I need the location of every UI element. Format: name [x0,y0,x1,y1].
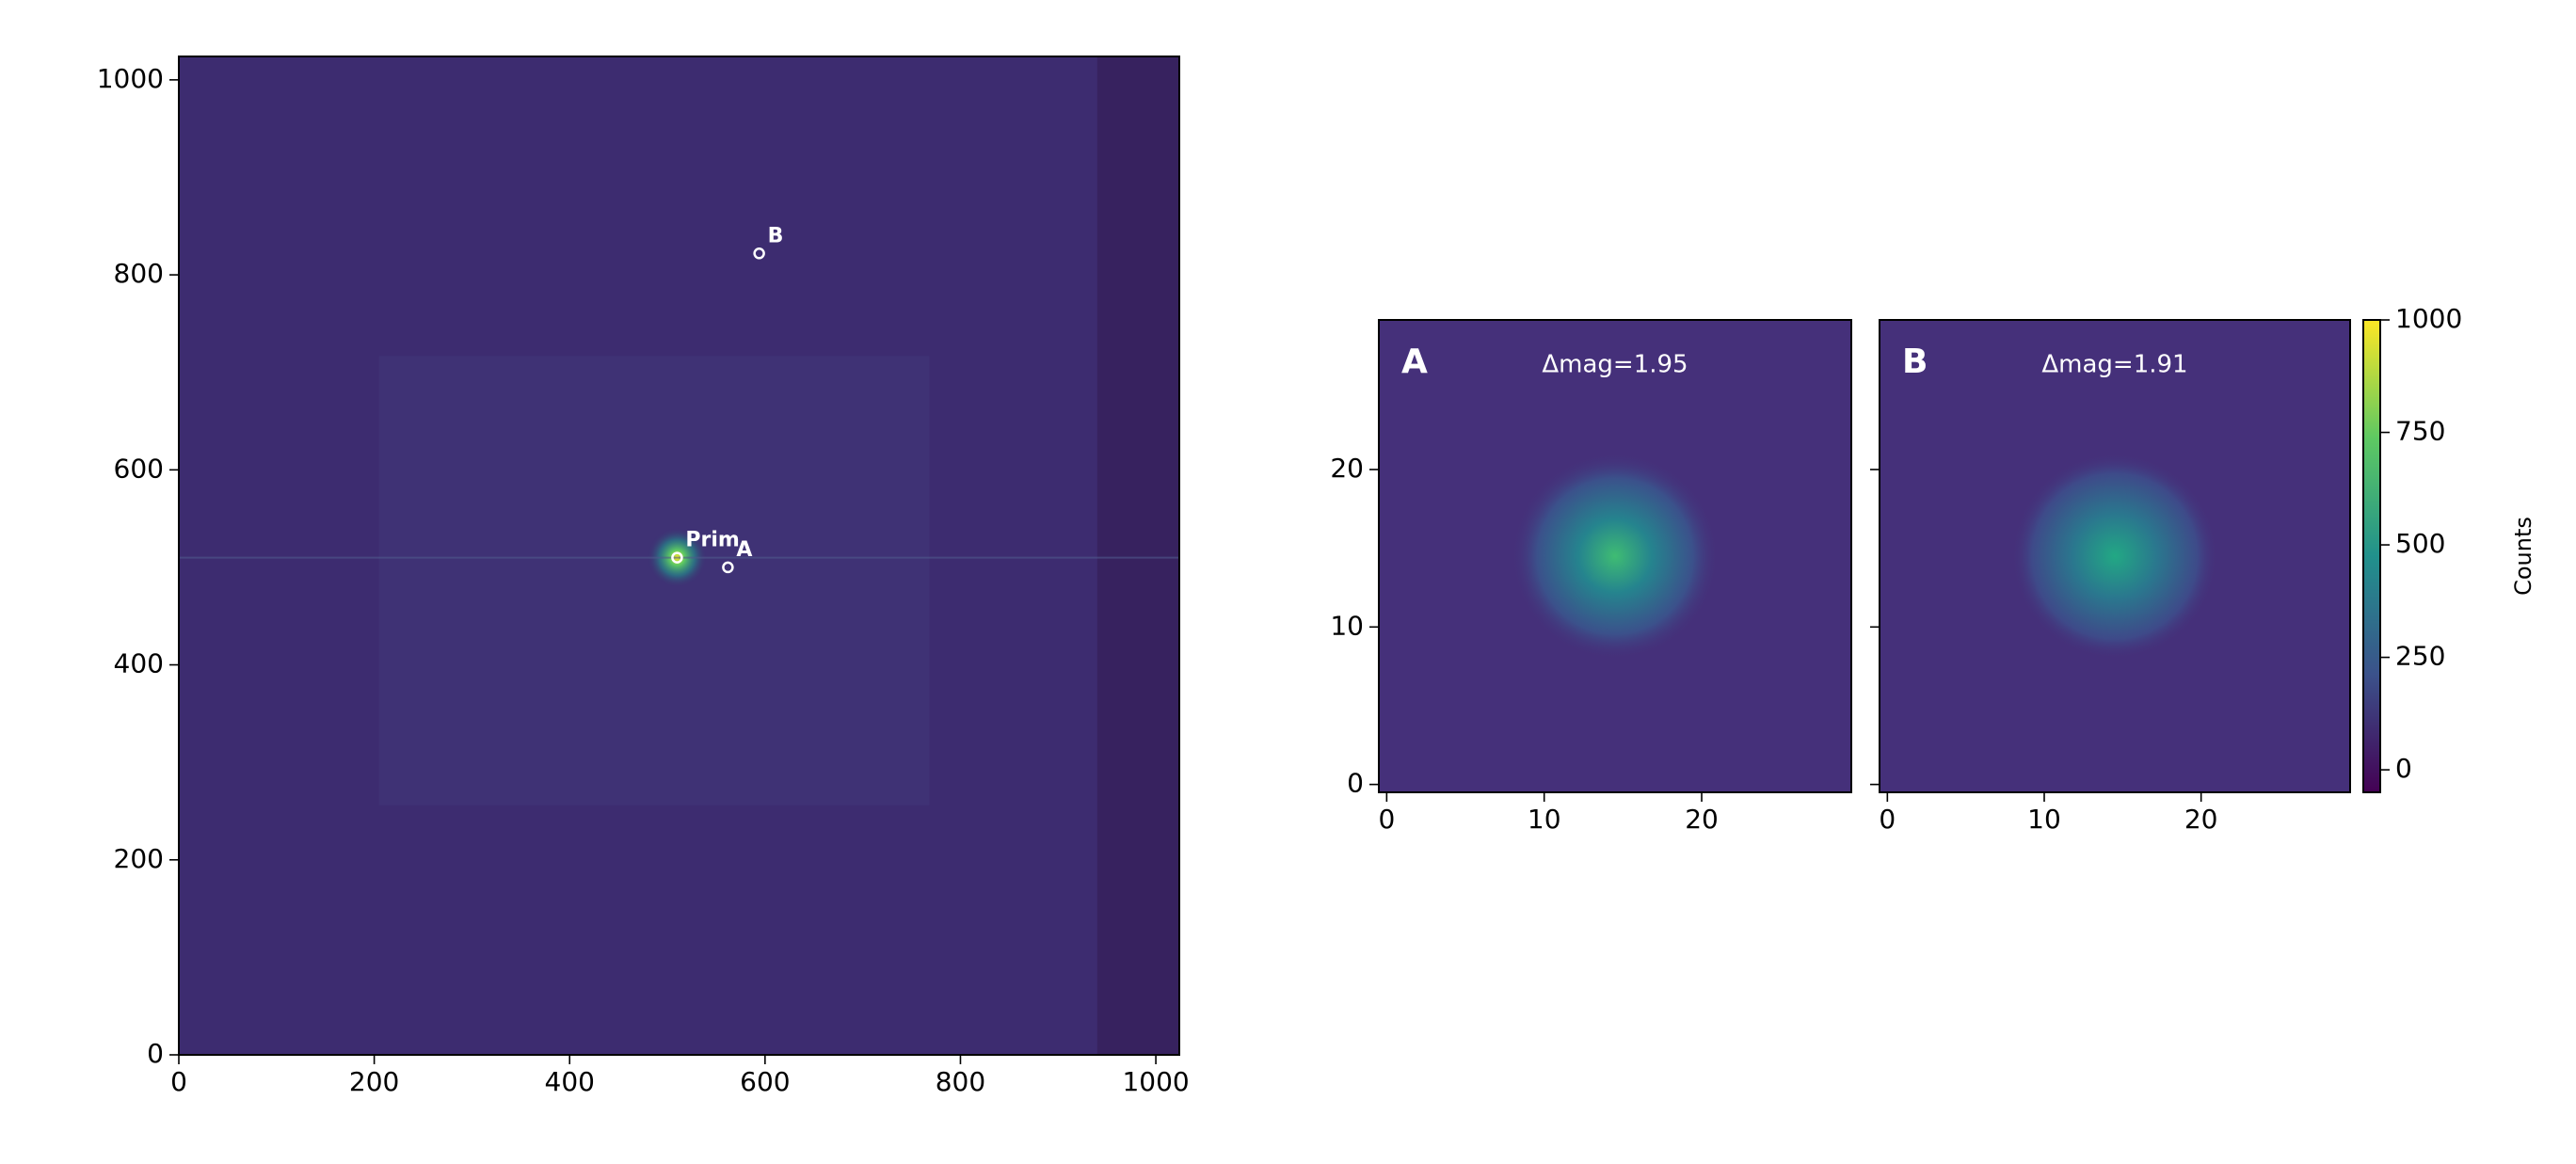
x-tick-label: 10 [2027,804,2061,835]
x-tick-label: 1000 [1122,1066,1189,1097]
y-tick-label: 10 [1330,610,1364,641]
axes-frame [1378,319,1852,793]
colorbar-tick-label: 750 [2395,416,2445,447]
x-tick-label: 20 [1685,804,1719,835]
delta-mag: Δmag=1.95 [1542,351,1688,379]
image-band [378,356,930,805]
y-tick-label: 800 [114,258,164,289]
x-tick-label: 0 [170,1066,187,1097]
colorbar-tick-label: 250 [2395,641,2445,672]
y-tick-label: 20 [1330,453,1364,484]
cutout-label: A [1401,343,1428,381]
colorbar-tick-label: 0 [2395,753,2412,784]
cutout-source [1511,452,1720,661]
colorbar [2363,320,2380,792]
y-tick-label: 0 [147,1038,164,1069]
cutout-label: B [1902,343,1928,381]
y-tick-label: 600 [114,453,164,484]
x-tick-label: 600 [740,1066,790,1097]
source-marker [722,561,734,574]
x-tick-label: 200 [349,1066,399,1097]
x-tick-label: 400 [545,1066,595,1097]
source-label: Prim [685,529,739,552]
x-tick-label: 20 [2184,804,2218,835]
colorbar-label: Counts [2510,517,2536,596]
y-tick-label: 400 [114,648,164,679]
y-tick-label: 200 [114,843,164,874]
axes-frame [178,56,1180,1056]
axes-frame [1879,319,2351,793]
x-tick-label: 10 [1528,804,1561,835]
colorbar-tick-label: 500 [2395,528,2445,559]
cutout-source [2011,453,2218,660]
source-marker [671,551,683,564]
source-label: A [736,538,752,562]
x-tick-label: 0 [1879,804,1896,835]
x-tick-label: 800 [936,1066,985,1097]
y-tick-label: 0 [1347,768,1364,799]
source-label: B [768,224,784,247]
y-tick-label: 1000 [97,63,164,94]
delta-mag: Δmag=1.91 [2041,351,2187,379]
image-edge [1096,56,1179,1055]
colorbar-frame [2362,319,2381,793]
colorbar-tick-label: 1000 [2395,303,2462,334]
x-tick-label: 0 [1378,804,1395,835]
source-marker [753,247,765,260]
